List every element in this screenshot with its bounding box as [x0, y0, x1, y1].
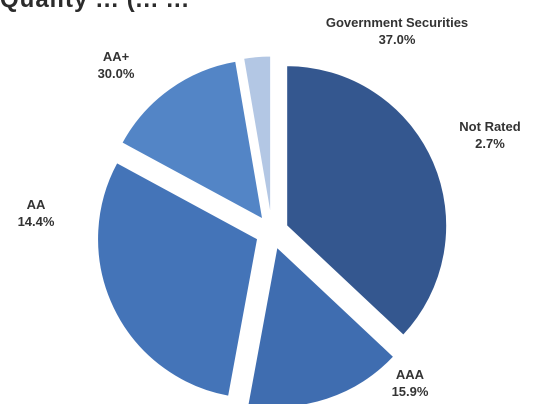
pie-slices [97, 55, 448, 404]
label-aaa: AAA 15.9% [370, 366, 450, 400]
label-government-securities-value: 37.0% [378, 32, 416, 47]
pie-slice-government-securities [286, 65, 448, 336]
label-aaa-name: AAA [395, 367, 425, 382]
chart-title-partial: Quality ... (... ... [0, 0, 537, 12]
pie-slice-not-rated [243, 55, 272, 217]
label-government-securities-name: Government Securities [325, 15, 469, 30]
pie-slice-aaa [247, 246, 395, 404]
label-not-rated: Not Rated 2.7% [440, 118, 537, 152]
pie-slice-aa-plus [121, 60, 264, 220]
label-not-rated-value: 2.7% [475, 136, 505, 151]
label-aa-name: AA [26, 197, 46, 212]
label-aaa-value: 15.9% [391, 384, 429, 399]
label-aa-plus-value: 30.0% [97, 66, 135, 81]
label-government-securities: Government Securities 37.0% [297, 14, 497, 48]
label-not-rated-name: Not Rated [459, 119, 521, 134]
label-aa-plus: AA+ 30.0% [83, 48, 149, 82]
label-aa-value: 14.4% [17, 214, 55, 229]
pie-slice-aa [97, 162, 259, 397]
label-aa-plus-name: AA+ [102, 49, 130, 64]
chart-title-text: Quality ... (... ... [0, 0, 189, 12]
label-aa: AA 14.4% [4, 196, 68, 230]
